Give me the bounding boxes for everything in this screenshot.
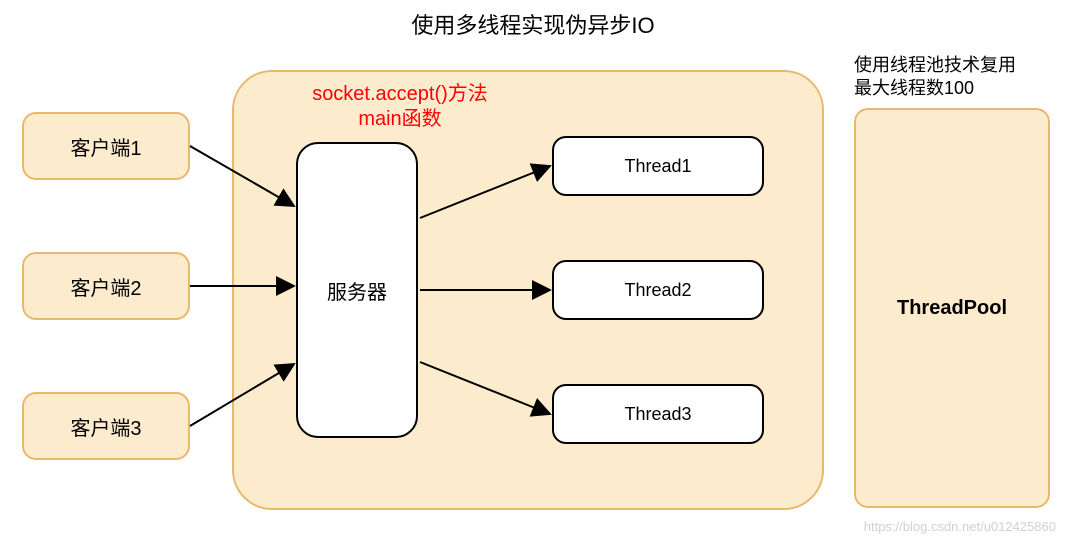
server-subtitle: socket.accept()方法 main函数 [270,82,530,132]
threadpool-label: ThreadPool [897,297,1007,320]
thread-3-node: Thread3 [552,384,764,444]
pool-note-line1: 使用线程池技术复用 [854,54,1064,77]
diagram-title: 使用多线程实现伪异步IO [0,8,1066,40]
client-1-node: 客户端1 [22,112,190,180]
subtitle-line1: socket.accept()方法 [270,82,530,107]
thread-2-label: Thread2 [624,280,691,301]
client-1-label: 客户端1 [70,132,141,161]
client-2-node: 客户端2 [22,252,190,320]
subtitle-line2: main函数 [270,107,530,132]
threadpool-node: ThreadPool [854,108,1050,508]
thread-1-label: Thread1 [624,156,691,177]
server-node: 服务器 [296,142,418,438]
server-label: 服务器 [327,276,387,305]
client-3-label: 客户端3 [70,412,141,441]
watermark: https://blog.csdn.net/u012425860 [864,519,1056,534]
thread-3-label: Thread3 [624,404,691,425]
client-2-label: 客户端2 [70,272,141,301]
client-3-node: 客户端3 [22,392,190,460]
threadpool-note: 使用线程池技术复用 最大线程数100 [854,54,1064,101]
thread-2-node: Thread2 [552,260,764,320]
thread-1-node: Thread1 [552,136,764,196]
pool-note-line2: 最大线程数100 [854,77,1064,100]
